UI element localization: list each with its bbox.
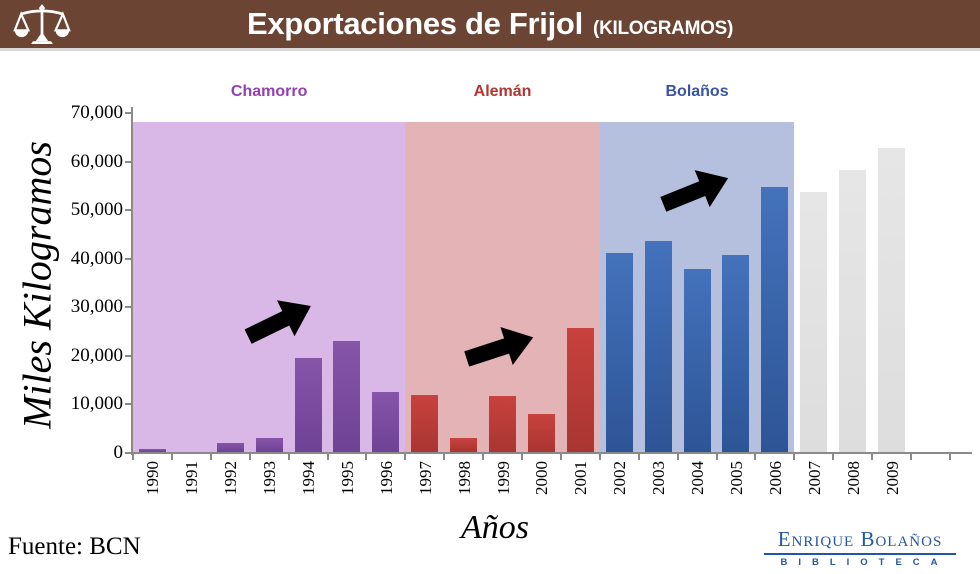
bar-2004 bbox=[683, 268, 711, 452]
bar-1997 bbox=[411, 394, 439, 452]
y-tick-mark bbox=[125, 160, 131, 163]
x-axis-line bbox=[131, 452, 972, 454]
bar-1994 bbox=[294, 358, 322, 452]
x-tick-mark bbox=[676, 454, 679, 460]
x-tick-label-2005: 2005 bbox=[726, 461, 746, 495]
y-tick-mark bbox=[125, 403, 131, 406]
x-tick-label-2004: 2004 bbox=[688, 461, 708, 495]
x-tick-mark bbox=[132, 454, 134, 460]
y-tick-mark bbox=[125, 354, 131, 357]
scales-icon bbox=[13, 3, 71, 50]
x-tick-mark bbox=[404, 454, 407, 460]
x-tick-label-2003: 2003 bbox=[649, 461, 669, 495]
x-tick-label-1996: 1996 bbox=[376, 461, 396, 495]
y-tick-label-10000: 10,000 bbox=[70, 393, 123, 415]
x-tick-label-2002: 2002 bbox=[610, 461, 630, 495]
bar-1992 bbox=[216, 443, 244, 452]
x-tick-mark bbox=[832, 454, 835, 460]
x-tick-mark bbox=[871, 454, 874, 460]
x-tick-mark bbox=[637, 454, 640, 460]
x-tick-label-2007: 2007 bbox=[804, 461, 824, 495]
title-bar: Exportaciones de Frijol (KILOGRAMOS) bbox=[0, 0, 980, 51]
source-note: Fuente: BCN bbox=[8, 533, 141, 560]
y-tick-label-70000: 70,000 bbox=[70, 102, 123, 123]
x-tick-label-2009: 2009 bbox=[882, 461, 902, 495]
x-tick-label-1991: 1991 bbox=[182, 461, 202, 495]
trend-arrow-aleman-icon bbox=[460, 316, 542, 386]
x-tick-label-1994: 1994 bbox=[299, 461, 319, 495]
x-tick-mark bbox=[559, 454, 562, 460]
x-tick-mark bbox=[598, 454, 601, 460]
x-tick-mark bbox=[521, 454, 523, 460]
era-label-bolanos: Bolaños5 años bbox=[665, 83, 729, 100]
x-tick-label-2008: 2008 bbox=[843, 461, 863, 495]
bar-2001 bbox=[566, 328, 594, 452]
x-tick-mark bbox=[170, 454, 173, 460]
x-tick-label-1993: 1993 bbox=[260, 461, 280, 495]
y-tick-label-0: 0 bbox=[113, 442, 124, 463]
x-axis-title: Años bbox=[461, 509, 529, 546]
era-label-aleman: Alemán5 años bbox=[473, 83, 532, 100]
bar-1990 bbox=[138, 448, 166, 452]
x-tick-label-2000: 2000 bbox=[532, 461, 552, 495]
x-tick-label-2006: 2006 bbox=[765, 461, 785, 495]
logo-name-text: Enrique Bolaños bbox=[764, 527, 956, 555]
bar-2002 bbox=[605, 252, 633, 452]
chart-title: Exportaciones de Frijol bbox=[246, 6, 583, 41]
y-tick-label-40000: 40,000 bbox=[70, 247, 123, 269]
x-tick-mark bbox=[910, 454, 912, 460]
x-tick-mark bbox=[209, 454, 212, 460]
bar-2009 bbox=[878, 148, 906, 452]
bar-1996 bbox=[372, 391, 400, 452]
y-tick-mark bbox=[125, 306, 131, 309]
x-tick-mark bbox=[287, 454, 290, 460]
bar-1999 bbox=[489, 395, 517, 452]
y-tick-label-30000: 30,000 bbox=[70, 296, 123, 318]
trend-arrow-chamorro-icon bbox=[238, 286, 323, 363]
bar-1998 bbox=[450, 438, 478, 452]
x-tick-label-1992: 1992 bbox=[221, 461, 241, 495]
x-tick-label-1997: 1997 bbox=[415, 461, 435, 495]
x-tick-label-1999: 1999 bbox=[493, 461, 513, 495]
y-tick-mark bbox=[125, 209, 131, 212]
x-tick-label-1995: 1995 bbox=[337, 461, 357, 495]
x-tick-mark bbox=[482, 454, 485, 460]
x-tick-mark bbox=[365, 454, 368, 460]
x-tick-mark bbox=[715, 454, 718, 460]
chart-title-unit: (KILOGRAMOS) bbox=[593, 18, 733, 39]
trend-arrow-bolanos-icon bbox=[655, 158, 739, 232]
y-tick-mark bbox=[125, 452, 131, 454]
x-tick-mark bbox=[793, 454, 796, 460]
bar-2006 bbox=[761, 187, 789, 452]
y-axis-title: Miles Kilogramos bbox=[14, 141, 60, 429]
page-title: Exportaciones de Frijol (KILOGRAMOS) bbox=[247, 6, 733, 42]
bar-2003 bbox=[644, 241, 672, 452]
y-tick-label-60000: 60,000 bbox=[70, 150, 123, 172]
bar-2007 bbox=[800, 192, 828, 452]
plot-area: Chamorro7 años Alemán5 años Bolaños5 años 0… bbox=[71, 83, 972, 495]
y-tick-mark bbox=[125, 257, 131, 260]
x-tick-mark bbox=[948, 454, 951, 460]
x-tick-mark bbox=[443, 454, 446, 460]
bar-1995 bbox=[333, 341, 361, 452]
era-band-chamorro bbox=[133, 122, 406, 453]
bar-1993 bbox=[255, 437, 283, 452]
x-tick-mark bbox=[754, 454, 757, 460]
y-tick-label-50000: 50,000 bbox=[70, 199, 123, 221]
x-tick-mark bbox=[326, 454, 329, 460]
x-tick-label-2001: 2001 bbox=[571, 461, 591, 495]
x-tick-label-1990: 1990 bbox=[143, 461, 163, 495]
x-tick-label-1998: 1998 bbox=[454, 461, 474, 495]
y-tick-label-20000: 20,000 bbox=[70, 344, 123, 366]
biblioteca-logo: Enrique Bolaños BIBLIOTECA bbox=[764, 527, 956, 568]
logo-sub-text: BIBLIOTECA bbox=[780, 557, 949, 568]
x-tick-mark bbox=[248, 454, 251, 460]
y-tick-mark bbox=[125, 112, 131, 114]
bar-2000 bbox=[527, 414, 555, 452]
bar-2008 bbox=[839, 170, 867, 452]
y-axis-line bbox=[131, 107, 133, 455]
era-label-chamorro: Chamorro7 años bbox=[230, 83, 308, 100]
bar-2005 bbox=[722, 254, 750, 452]
